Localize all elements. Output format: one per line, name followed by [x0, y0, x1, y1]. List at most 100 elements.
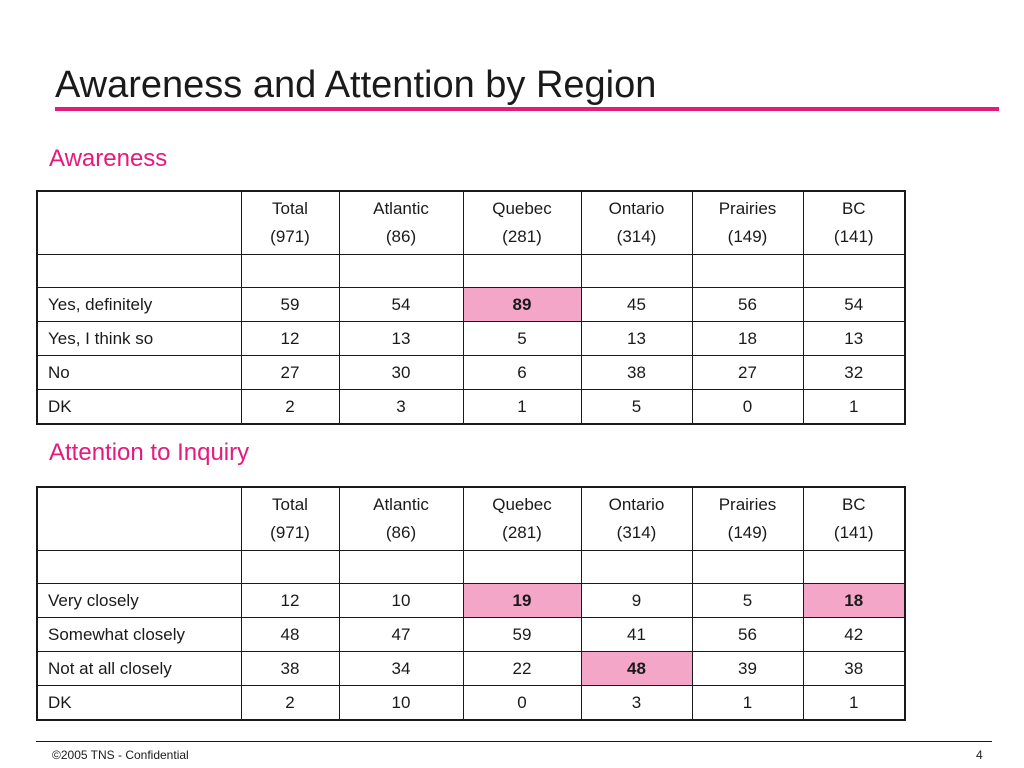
value-cell: 3: [338, 389, 464, 425]
table-row: Yes, definitely 59 54 89 45 56 54: [36, 287, 906, 322]
attention-table: Total (971) Atlantic (86) Quebec (281) Ontario…: [36, 486, 906, 721]
row-label: No: [36, 355, 242, 390]
table-row: Somewhat closely 48 47 59 41 56 42: [36, 617, 906, 652]
column-base: (149): [727, 523, 768, 542]
spacer-row: [36, 254, 906, 288]
value-cell: 3: [580, 685, 693, 721]
column-base: (314): [616, 523, 657, 542]
value-cell: 22: [462, 651, 582, 686]
value-cell: 54: [338, 287, 464, 322]
column-name: BC: [841, 495, 866, 514]
value-cell: 6: [462, 355, 582, 390]
value-cell: 9: [580, 583, 693, 618]
value-cell: 10: [338, 685, 464, 721]
empty-cell: [691, 550, 804, 584]
value-cell: 56: [691, 617, 804, 652]
column-base: (86): [385, 523, 417, 542]
empty-cell: [338, 550, 464, 584]
attention-heading: Attention to Inquiry: [49, 439, 250, 466]
table-row: Yes, I think so 12 13 5 13 18 13: [36, 321, 906, 356]
value-cell: 5: [462, 321, 582, 356]
value-cell: 56: [691, 287, 804, 322]
column-base: (141): [833, 227, 874, 246]
highlighted-value-cell: 19: [462, 583, 582, 618]
table-row: Not at all closely 38 34 22 48 39 38: [36, 651, 906, 686]
row-label: Somewhat closely: [36, 617, 242, 652]
column-name: Atlantic: [373, 199, 429, 218]
empty-cell: [462, 254, 582, 288]
value-cell: 42: [802, 617, 906, 652]
column-header: Prairies (149): [691, 190, 804, 255]
footer-divider: [36, 741, 992, 742]
column-name: Prairies: [718, 199, 777, 218]
value-cell: 38: [240, 651, 340, 686]
column-name: Ontario: [608, 495, 665, 514]
value-cell: 39: [691, 651, 804, 686]
value-cell: 59: [240, 287, 340, 322]
header-corner-cell: [36, 486, 242, 551]
slide-title: Awareness and Attention by Region: [55, 64, 657, 106]
empty-cell: [462, 550, 582, 584]
value-cell: 0: [462, 685, 582, 721]
value-cell: 1: [691, 685, 804, 721]
awareness-heading: Awareness: [49, 145, 168, 172]
column-header: Total (971): [240, 190, 340, 255]
value-cell: 13: [580, 321, 693, 356]
column-name: Quebec: [492, 495, 552, 514]
table-row: DK 2 3 1 5 0 1: [36, 389, 906, 425]
column-name: Total: [272, 199, 308, 218]
empty-cell: [802, 550, 906, 584]
value-cell: 47: [338, 617, 464, 652]
page-number: 4: [976, 748, 983, 762]
table-row: Very closely 12 10 19 9 5 18: [36, 583, 906, 618]
row-label: DK: [36, 685, 242, 721]
value-cell: 2: [240, 685, 340, 721]
value-cell: 41: [580, 617, 693, 652]
column-header: BC (141): [802, 190, 906, 255]
footer-copyright: ©2005 TNS - Confidential: [52, 748, 189, 762]
value-cell: 12: [240, 583, 340, 618]
value-cell: 45: [580, 287, 693, 322]
row-label: Very closely: [36, 583, 242, 618]
value-cell: 48: [240, 617, 340, 652]
spacer-row: [36, 550, 906, 584]
column-base: (971): [270, 523, 310, 542]
highlighted-value-cell: 89: [462, 287, 582, 322]
column-base: (149): [727, 227, 768, 246]
column-name: BC: [841, 199, 866, 218]
row-label: DK: [36, 389, 242, 425]
column-name: Quebec: [492, 199, 552, 218]
awareness-table: Total (971) Atlantic (86) Quebec (281) Ontario…: [36, 190, 906, 425]
value-cell: 30: [338, 355, 464, 390]
empty-cell: [338, 254, 464, 288]
column-name: Prairies: [718, 495, 777, 514]
empty-cell: [240, 254, 340, 288]
column-name: Ontario: [608, 199, 665, 218]
value-cell: 2: [240, 389, 340, 425]
value-cell: 34: [338, 651, 464, 686]
empty-cell: [580, 550, 693, 584]
column-header: Quebec (281): [462, 486, 582, 551]
value-cell: 59: [462, 617, 582, 652]
value-cell: 27: [240, 355, 340, 390]
value-cell: 1: [802, 389, 906, 425]
row-label: Yes, definitely: [36, 287, 242, 322]
row-label: Yes, I think so: [36, 321, 242, 356]
column-name: Total: [272, 495, 308, 514]
column-base: (141): [833, 523, 874, 542]
header-row: Total (971) Atlantic (86) Quebec (281) Ontario…: [36, 190, 906, 255]
header-corner-cell: [36, 190, 242, 255]
highlighted-value-cell: 18: [802, 583, 906, 618]
value-cell: 10: [338, 583, 464, 618]
column-header: Ontario (314): [580, 190, 693, 255]
value-cell: 0: [691, 389, 804, 425]
value-cell: 54: [802, 287, 906, 322]
column-header: Atlantic (86): [338, 190, 464, 255]
value-cell: 5: [580, 389, 693, 425]
row-label: Not at all closely: [36, 651, 242, 686]
value-cell: 13: [802, 321, 906, 356]
empty-cell: [36, 550, 242, 584]
value-cell: 27: [691, 355, 804, 390]
empty-cell: [36, 254, 242, 288]
column-base: (86): [385, 227, 417, 246]
